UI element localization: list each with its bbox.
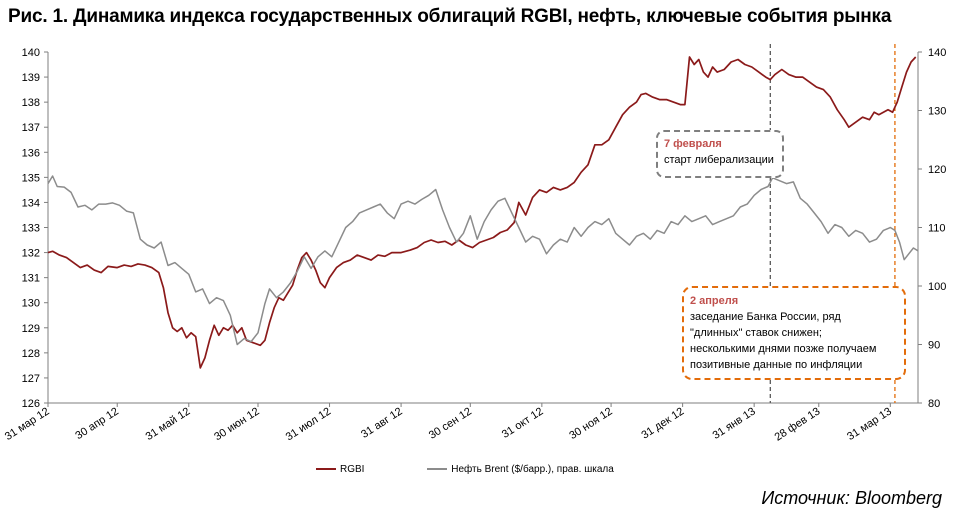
y-left-tick-label: 133 bbox=[22, 223, 40, 235]
legend: RGBI Нефть Brent ($/барр.), прав. шкала bbox=[316, 464, 674, 475]
annotation-feb-date: 7 февраля bbox=[664, 138, 722, 150]
legend-swatch-rgbi bbox=[316, 468, 336, 471]
x-tick-label: 31 мар 13 bbox=[845, 405, 894, 443]
annotation-feb-line: старт либерализации bbox=[664, 154, 774, 166]
y-left-tick-label: 139 bbox=[22, 72, 40, 84]
y-left-tick-label: 138 bbox=[22, 97, 40, 109]
y-left-tick-label: 136 bbox=[22, 147, 40, 159]
y-right-tick-label: 120 bbox=[928, 164, 946, 176]
x-tick-label: 31 окт 12 bbox=[500, 405, 546, 440]
y-left-tick-label: 127 bbox=[22, 373, 40, 385]
y-left-tick-label: 129 bbox=[22, 323, 40, 335]
x-tick-label: 31 мар 12 bbox=[3, 405, 52, 443]
legend-item-brent: Нефть Brent ($/барр.), прав. шкала bbox=[427, 464, 614, 475]
annotation-apr-date: 2 апреля bbox=[690, 295, 739, 307]
annotation-apr-line: "длинных" ставок снижен; bbox=[690, 327, 822, 339]
x-tick-label: 30 сен 12 bbox=[427, 405, 474, 441]
chart-title: Рис. 1. Динамика индекса государственных… bbox=[8, 6, 892, 27]
series-line-rgbi bbox=[47, 56, 917, 369]
y-right-tick-label: 110 bbox=[928, 223, 946, 235]
y-right-tick-label: 90 bbox=[928, 340, 940, 352]
y-left-tick-label: 135 bbox=[22, 172, 40, 184]
x-tick-label: 31 май 12 bbox=[144, 405, 193, 443]
x-tick-label: 28 фев 13 bbox=[773, 405, 823, 443]
annotation-apr-line: заседание Банка России, ряд bbox=[690, 311, 841, 323]
y-right-tick-label: 80 bbox=[928, 398, 940, 410]
y-left-tick-label: 134 bbox=[22, 197, 40, 209]
legend-label-brent: Нефть Brent ($/барр.), прав. шкала bbox=[451, 464, 614, 475]
x-tick-label: 31 янв 13 bbox=[711, 405, 758, 441]
series-line-brent bbox=[47, 175, 919, 346]
annotation-apr-line: позитивные данные по инфляции bbox=[690, 359, 863, 371]
x-tick-label: 30 ноя 12 bbox=[567, 405, 614, 442]
y-right-tick-label: 100 bbox=[928, 281, 946, 293]
y-right-tick-label: 140 bbox=[928, 47, 946, 59]
source-note: Источник: Bloomberg bbox=[761, 488, 942, 508]
y-left-tick-label: 126 bbox=[22, 398, 40, 410]
x-tick-label: 31 июл 12 bbox=[284, 405, 333, 443]
annotation-apr-line: несколькими днями позже получаем bbox=[690, 343, 877, 355]
y-left-tick-label: 131 bbox=[22, 273, 40, 285]
y-left-tick-label: 128 bbox=[22, 348, 40, 360]
legend-swatch-brent bbox=[427, 468, 448, 471]
legend-label-rgbi: RGBI bbox=[340, 464, 365, 475]
y-left-tick-label: 132 bbox=[22, 248, 40, 260]
y-left-tick-label: 130 bbox=[22, 298, 40, 310]
x-tick-label: 30 июн 12 bbox=[212, 405, 261, 443]
annotation-feb: 7 февраля старт либерализации bbox=[656, 130, 784, 178]
x-tick-label: 31 авг 12 bbox=[359, 405, 405, 440]
annotation-apr: 2 апреля заседание Банка России, ряд "дл… bbox=[682, 286, 906, 380]
legend-item-rgbi: RGBI bbox=[316, 464, 364, 475]
y-right-tick-label: 130 bbox=[928, 106, 946, 118]
y-left-tick-label: 140 bbox=[22, 47, 40, 59]
x-tick-label: 31 дек 12 bbox=[640, 405, 687, 441]
x-tick-label: 30 апр 12 bbox=[73, 405, 120, 442]
y-left-tick-label: 137 bbox=[22, 122, 40, 134]
